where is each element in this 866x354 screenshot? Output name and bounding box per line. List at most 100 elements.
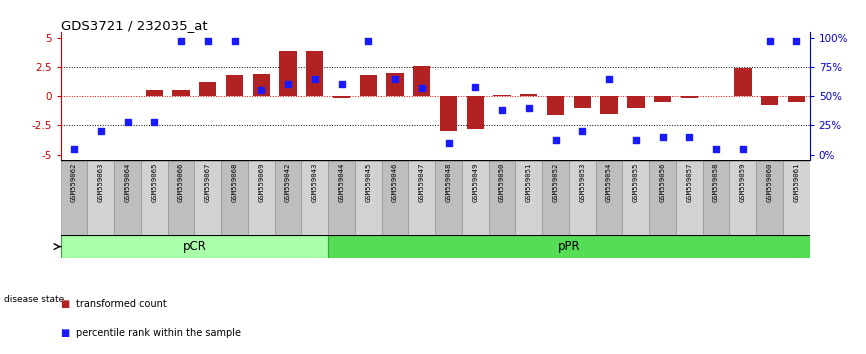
Bar — [467, 96, 484, 130]
Bar — [440, 96, 457, 131]
Bar — [462, 160, 488, 235]
Bar — [409, 160, 436, 235]
Point — [307, 76, 321, 81]
Bar — [386, 73, 404, 96]
Point — [120, 119, 134, 125]
Point — [682, 134, 696, 140]
Point — [790, 38, 804, 44]
Bar — [141, 160, 168, 235]
Point — [709, 146, 723, 152]
Bar — [734, 68, 752, 96]
Text: GSM559068: GSM559068 — [231, 162, 237, 202]
Bar — [702, 160, 729, 235]
Text: GSM559052: GSM559052 — [553, 162, 559, 202]
Text: GSM559061: GSM559061 — [793, 162, 799, 202]
Bar — [328, 160, 355, 235]
Bar — [306, 51, 324, 96]
Bar — [542, 160, 569, 235]
Bar — [280, 51, 297, 96]
Text: GSM559056: GSM559056 — [660, 162, 666, 202]
Bar — [573, 96, 591, 108]
Point — [629, 138, 643, 143]
Bar — [61, 235, 328, 258]
Text: GSM559058: GSM559058 — [713, 162, 719, 202]
Bar — [413, 66, 430, 96]
Point — [575, 128, 589, 134]
Bar — [520, 95, 538, 96]
Text: GSM559063: GSM559063 — [98, 162, 104, 202]
Text: pPR: pPR — [558, 240, 580, 253]
Bar — [676, 160, 702, 235]
Bar — [596, 160, 623, 235]
Bar — [382, 160, 409, 235]
Text: ■: ■ — [61, 299, 70, 309]
Text: percentile rank within the sample: percentile rank within the sample — [76, 328, 242, 338]
Point — [361, 38, 375, 44]
Point — [94, 128, 107, 134]
Bar — [275, 160, 301, 235]
Bar — [783, 160, 810, 235]
Bar — [600, 96, 617, 114]
Point — [281, 81, 295, 87]
Bar — [248, 160, 275, 235]
Point — [469, 84, 482, 90]
Text: GSM559059: GSM559059 — [740, 162, 746, 202]
Bar — [650, 160, 676, 235]
Bar — [114, 160, 141, 235]
Point — [736, 146, 750, 152]
Bar — [515, 160, 542, 235]
Text: GSM559049: GSM559049 — [472, 162, 478, 202]
Bar — [328, 235, 810, 258]
Point — [763, 38, 777, 44]
Text: GSM559069: GSM559069 — [258, 162, 264, 202]
Point — [147, 119, 161, 125]
Bar — [729, 160, 756, 235]
Point — [67, 146, 81, 152]
Bar — [253, 74, 270, 96]
Bar — [221, 160, 248, 235]
Bar — [761, 96, 779, 105]
Text: GSM559055: GSM559055 — [633, 162, 639, 202]
Point — [415, 85, 429, 91]
Text: GSM559066: GSM559066 — [178, 162, 184, 202]
Text: GSM559057: GSM559057 — [687, 162, 692, 202]
Bar — [226, 75, 243, 96]
Point — [388, 76, 402, 81]
Bar — [87, 160, 114, 235]
Point — [442, 140, 456, 145]
Bar — [301, 160, 328, 235]
Bar — [359, 75, 377, 96]
Point — [228, 38, 242, 44]
Point — [522, 105, 536, 110]
Text: GSM559042: GSM559042 — [285, 162, 291, 202]
Bar — [199, 82, 216, 96]
Point — [334, 81, 348, 87]
Text: GSM559050: GSM559050 — [499, 162, 505, 202]
Text: GSM559051: GSM559051 — [526, 162, 532, 202]
Point — [656, 134, 669, 140]
Bar — [172, 90, 190, 96]
Bar — [145, 90, 163, 96]
Text: GSM559060: GSM559060 — [766, 162, 772, 202]
Text: GSM559054: GSM559054 — [606, 162, 612, 202]
Bar — [194, 160, 221, 235]
Text: ■: ■ — [61, 328, 70, 338]
Bar — [436, 160, 462, 235]
Text: GSM559044: GSM559044 — [339, 162, 345, 202]
Bar — [788, 96, 805, 102]
Text: GSM559065: GSM559065 — [152, 162, 158, 202]
Text: GSM559062: GSM559062 — [71, 162, 77, 202]
Point — [174, 38, 188, 44]
Text: pCR: pCR — [183, 240, 206, 253]
Text: GSM559064: GSM559064 — [125, 162, 131, 202]
Bar — [355, 160, 382, 235]
Bar — [546, 96, 565, 115]
Text: GSM559048: GSM559048 — [445, 162, 451, 202]
Text: GDS3721 / 232035_at: GDS3721 / 232035_at — [61, 19, 207, 32]
Bar — [756, 160, 783, 235]
Point — [495, 107, 509, 113]
Bar — [494, 95, 511, 96]
Bar — [333, 96, 350, 98]
Bar — [168, 160, 194, 235]
Bar — [569, 160, 596, 235]
